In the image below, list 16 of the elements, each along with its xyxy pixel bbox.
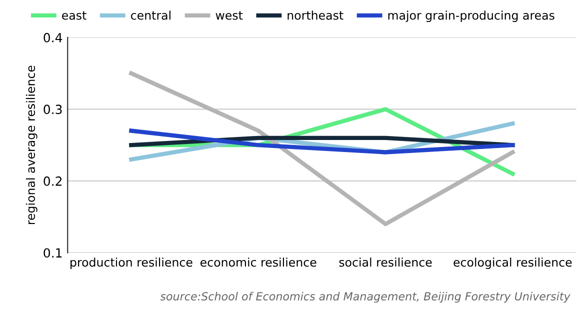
x-tick-label: social resilience (339, 258, 432, 267)
x-tick-label: production resilience (70, 258, 192, 270)
source-note: source:School of Economics and Management, Beijing Forestry University (160, 292, 570, 303)
y-tick-label: 0.3 (44, 104, 62, 114)
x-tick-label: economic resilience (200, 258, 316, 267)
legend-label: central (130, 10, 170, 20)
y-tick-label: 0.1 (44, 248, 62, 258)
y-tick-label: 0.2 (44, 176, 62, 186)
y-tick-label: 0.4 (44, 32, 62, 42)
x-tick-label: ecological resilience (454, 258, 572, 270)
legend-label: west (216, 11, 243, 20)
y-axis-title: regional average resilience (26, 66, 38, 224)
legend-label: northeast (288, 10, 344, 20)
legend-label: east (62, 11, 86, 20)
line-series (129, 71, 515, 226)
legend-label: major grain-producing areas (388, 10, 554, 22)
